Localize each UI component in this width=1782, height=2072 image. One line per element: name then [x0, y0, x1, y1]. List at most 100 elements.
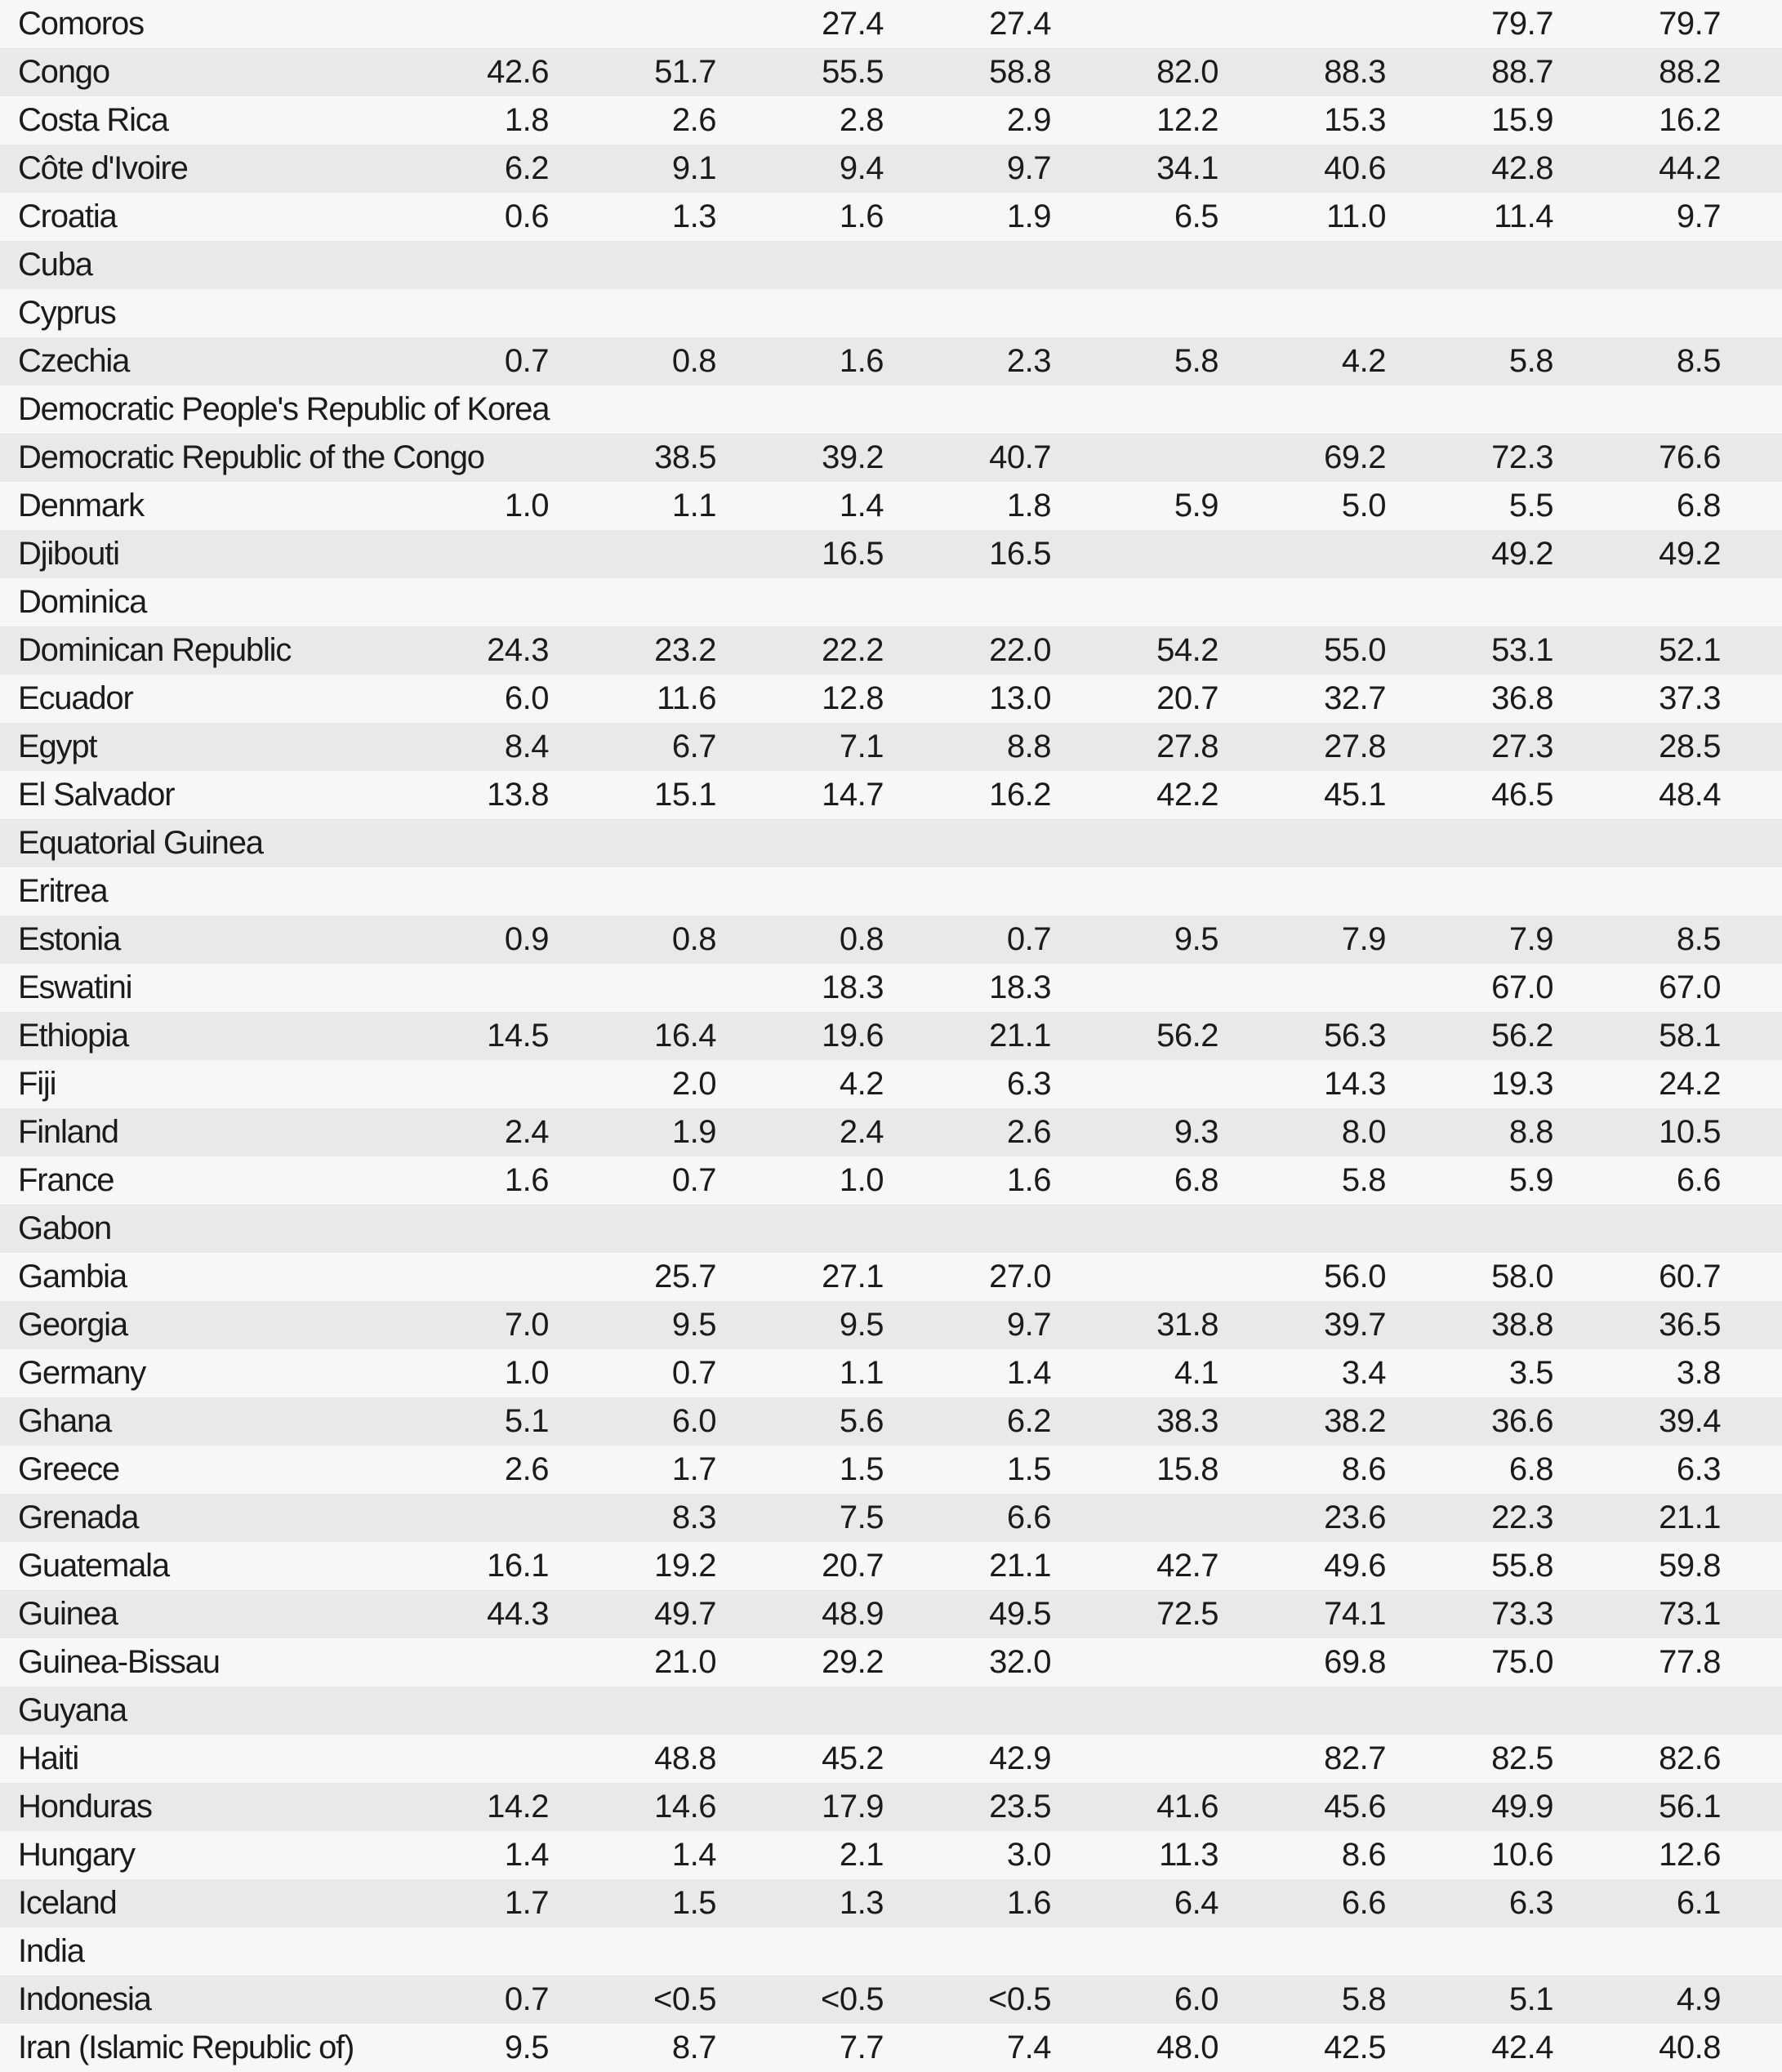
table-row: Grenada 8.3 7.5 6.6 23.6 22.3 21.1	[0, 1494, 1782, 1542]
value-cell: 48.0	[1156, 2030, 1218, 2065]
value-cell: 22.0	[989, 632, 1051, 668]
country-name-cell: Iceland	[18, 1885, 118, 1921]
table-row: Iran (Islamic Republic of) 9.5 8.7 7.7 7.4 4…	[0, 2024, 1782, 2072]
value-cell: 36.8	[1491, 680, 1553, 716]
table-row: Eritrea	[0, 867, 1782, 916]
value-cell: 16.4	[654, 1018, 716, 1054]
value-cell: 21.1	[989, 1548, 1051, 1584]
table-row: Guatemala 16.1 19.2 20.7 21.1 42.7 49.6 55.8 59…	[0, 1542, 1782, 1590]
value-cell: 1.6	[1006, 1885, 1052, 1921]
value-cell: 44.2	[1659, 150, 1721, 186]
value-cell: 1.6	[1006, 1162, 1052, 1198]
value-cell: 82.7	[1324, 1740, 1386, 1776]
value-cell: 45.2	[822, 1740, 884, 1776]
value-cell: 67.0	[1491, 969, 1553, 1005]
value-cell: 12.8	[822, 680, 884, 716]
value-cell: 58.0	[1491, 1259, 1553, 1294]
value-cell: 1.1	[839, 1355, 884, 1391]
value-cell: 52.1	[1659, 632, 1721, 668]
value-cell: 88.3	[1324, 54, 1386, 90]
value-cell: 16.2	[989, 777, 1051, 813]
value-cell: 24.2	[1659, 1066, 1721, 1102]
value-cell: 46.5	[1491, 777, 1553, 813]
value-cell: 16.5	[822, 536, 884, 572]
country-name-cell: Gabon	[18, 1210, 112, 1246]
value-cell: 55.8	[1491, 1548, 1553, 1584]
value-cell: 1.7	[504, 1885, 550, 1921]
value-cell: 0.6	[504, 198, 550, 234]
table-row: Honduras 14.2 14.6 17.9 23.5 41.6 45.6 49.9 56.…	[0, 1783, 1782, 1831]
table-row: Guyana	[0, 1687, 1782, 1735]
value-cell: 5.1	[504, 1403, 550, 1439]
table-row: Congo 42.6 51.7 55.5 58.8 82.0 88.3 88.7 88.2	[0, 48, 1782, 96]
table-row: Equatorial Guinea	[0, 819, 1782, 867]
table-row: Iceland 1.7 1.5 1.3 1.6 6.4 6.6 6.3 6.1	[0, 1879, 1782, 1927]
value-cell: 22.2	[822, 632, 884, 668]
table-row: Ecuador 6.0 11.6 12.8 13.0 20.7 32.7 36.8 37.3	[0, 675, 1782, 723]
country-name-cell: Guinea-Bissau	[18, 1644, 221, 1680]
value-cell: 15.9	[1491, 102, 1553, 138]
value-cell: 82.5	[1491, 1740, 1553, 1776]
value-cell: 27.1	[822, 1259, 884, 1294]
value-cell: 49.2	[1659, 536, 1721, 572]
value-cell: 40.6	[1324, 150, 1386, 186]
value-cell: 8.0	[1341, 1114, 1387, 1150]
value-cell: 7.1	[839, 729, 884, 764]
value-cell: 31.8	[1156, 1307, 1218, 1343]
value-cell: <0.5	[821, 1981, 884, 2017]
country-name-cell: Hungary	[18, 1837, 136, 1873]
value-cell: 60.7	[1659, 1259, 1721, 1294]
value-cell: 18.3	[989, 969, 1051, 1005]
table-row: Czechia 0.7 0.8 1.6 2.3 5.8 4.2 5.8 8.5	[0, 337, 1782, 385]
value-cell: 11.0	[1326, 198, 1386, 234]
value-cell: 36.5	[1659, 1307, 1721, 1343]
value-cell: 2.3	[1006, 343, 1052, 379]
value-cell: 9.4	[839, 150, 884, 186]
value-cell: 5.6	[839, 1403, 884, 1439]
value-cell: 8.5	[1676, 343, 1722, 379]
value-cell: 88.2	[1659, 54, 1721, 90]
country-name-cell: Costa Rica	[18, 102, 169, 138]
value-cell: 1.0	[504, 1355, 550, 1391]
value-cell: 6.8	[1508, 1451, 1554, 1487]
value-cell: 4.2	[1341, 343, 1387, 379]
value-cell: 7.4	[1006, 2030, 1052, 2065]
country-name-cell: Czechia	[18, 343, 130, 379]
value-cell: 1.4	[671, 1837, 717, 1873]
value-cell: 8.6	[1341, 1837, 1387, 1873]
value-cell: 6.8	[1174, 1162, 1219, 1198]
value-cell: 3.4	[1341, 1355, 1387, 1391]
value-cell: 6.6	[1006, 1499, 1052, 1535]
value-cell: 42.8	[1491, 150, 1553, 186]
value-cell: 55.0	[1324, 632, 1386, 668]
country-name-cell: Germany	[18, 1355, 146, 1391]
value-cell: 19.6	[822, 1018, 884, 1054]
table-row: Ghana 5.1 6.0 5.6 6.2 38.3 38.2 36.6 39.4	[0, 1397, 1782, 1446]
value-cell: 6.0	[504, 680, 550, 716]
value-cell: 5.8	[1341, 1162, 1387, 1198]
value-cell: 5.0	[1341, 488, 1387, 524]
value-cell: 39.7	[1324, 1307, 1386, 1343]
table-row: Indonesia 0.7 <0.5 <0.5 <0.5 6.0 5.8 5.1 4.9	[0, 1976, 1782, 2024]
table-row: Finland 2.4 1.9 2.4 2.6 9.3 8.0 8.8 10.5	[0, 1108, 1782, 1156]
value-cell: 21.1	[1659, 1499, 1721, 1535]
table-row: Gabon	[0, 1205, 1782, 1253]
country-name-cell: Indonesia	[18, 1981, 152, 2017]
value-cell: 38.3	[1156, 1403, 1218, 1439]
value-cell: 20.7	[1156, 680, 1218, 716]
country-name-cell: Gambia	[18, 1259, 127, 1294]
country-name-cell: Eritrea	[18, 873, 109, 909]
value-cell: 23.5	[989, 1789, 1051, 1825]
value-cell: 2.6	[504, 1451, 550, 1487]
value-cell: 17.9	[822, 1789, 884, 1825]
value-cell: 14.7	[822, 777, 884, 813]
table-row: Greece 2.6 1.7 1.5 1.5 15.8 8.6 6.8 6.3	[0, 1446, 1782, 1494]
value-cell: 27.8	[1324, 729, 1386, 764]
country-name-cell: Guinea	[18, 1596, 118, 1632]
value-cell: 4.2	[839, 1066, 884, 1102]
value-cell: 7.0	[504, 1307, 550, 1343]
value-cell: 29.2	[822, 1644, 884, 1680]
value-cell: 49.5	[989, 1596, 1051, 1632]
table-row: France 1.6 0.7 1.0 1.6 6.8 5.8 5.9 6.6	[0, 1156, 1782, 1205]
value-cell: 11.4	[1494, 198, 1553, 234]
